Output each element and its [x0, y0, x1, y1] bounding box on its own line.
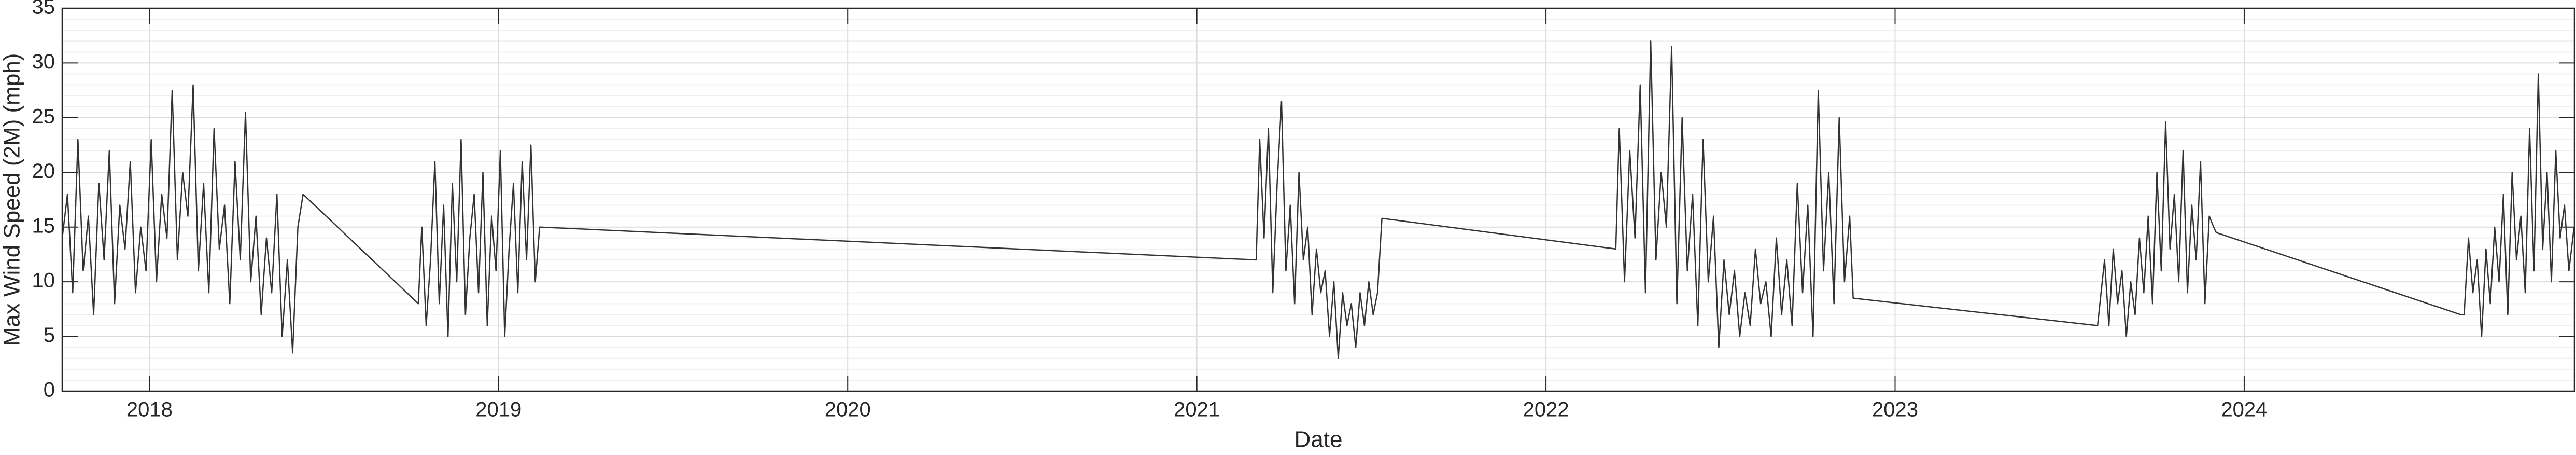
y-tick-label: 5 — [44, 324, 55, 347]
y-axis-label: Max Wind Speed (2M) (mph) — [0, 53, 25, 347]
data-line — [61, 40, 2575, 359]
y-tick-label: 10 — [32, 269, 55, 292]
x-tick-label: 2021 — [1174, 398, 1220, 421]
y-tick-label: 0 — [44, 379, 55, 402]
y-tick-label: 35 — [32, 0, 55, 19]
x-tick-label: 2018 — [126, 398, 173, 421]
x-axis-label: Date — [1294, 427, 1343, 452]
y-tick-label: 30 — [32, 50, 55, 73]
y-tick-label: 15 — [32, 214, 55, 237]
y-tick-label: 25 — [32, 105, 55, 128]
x-tick-label: 2022 — [1523, 398, 1569, 421]
x-tick-label: 2020 — [825, 398, 871, 421]
x-tick-label: 2023 — [1872, 398, 1918, 421]
x-tick-label: 2024 — [2221, 398, 2267, 421]
y-tick-label: 20 — [32, 160, 55, 183]
plot-frame — [61, 7, 2575, 392]
x-tick-label: 2019 — [475, 398, 522, 421]
